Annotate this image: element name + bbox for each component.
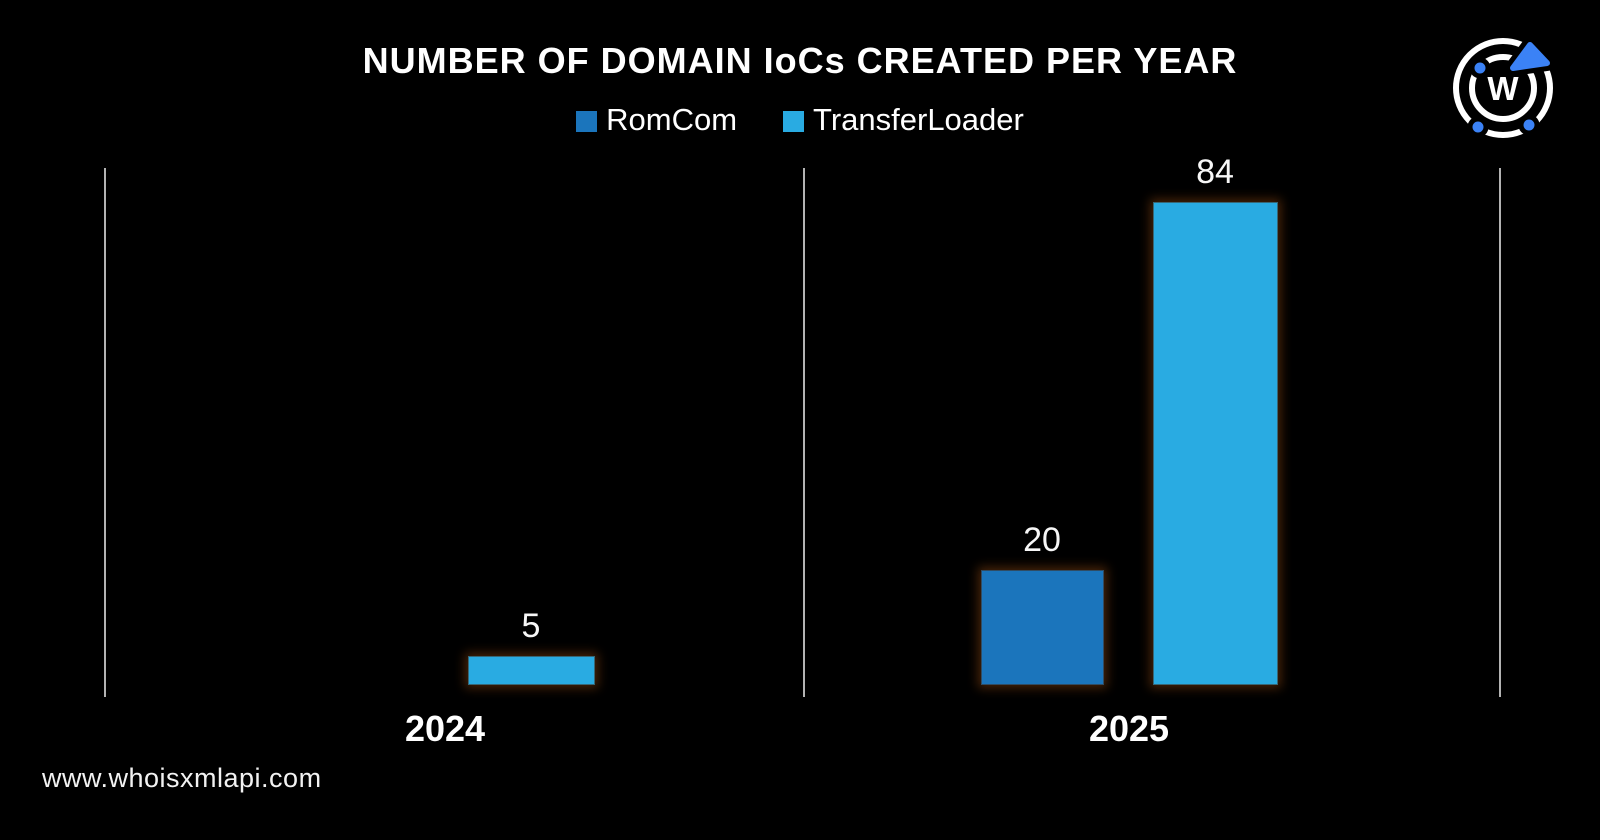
legend: RomCom TransferLoader — [0, 102, 1600, 138]
axis-line-left — [104, 168, 106, 697]
legend-label-romcom: RomCom — [606, 102, 738, 137]
category-label-2025: 2025 — [1088, 708, 1170, 749]
legend-swatch-romcom — [576, 111, 598, 132]
axis-line-right — [1499, 168, 1501, 697]
axis-line-middle — [803, 168, 805, 697]
logo-dot-lower-right — [1518, 114, 1540, 136]
logo-dot-upper-left — [1469, 57, 1491, 79]
category-label-2024: 2024 — [404, 708, 486, 749]
logo-outer-ring — [1453, 38, 1553, 138]
legend-label-transferloader: TransferLoader — [813, 102, 1024, 137]
website-url: www.whoisxmlapi.com — [42, 763, 322, 793]
legend-swatch-transferloader — [783, 111, 805, 132]
bar-transferloader-2025 — [1152, 202, 1278, 685]
legend-item-transferloader: TransferLoader — [783, 102, 1024, 138]
chart-title: NUMBER OF DOMAIN IoCs CREATED PER YEAR — [362, 40, 1238, 81]
whoisxmlapi-logo: W — [1453, 37, 1555, 138]
logo-inner-ring — [1469, 54, 1537, 122]
bar-value-label-transferloader-2024: 5 — [521, 607, 541, 645]
bar-value-label-transferloader-2025: 84 — [1196, 153, 1234, 191]
logo-dot-lower-left — [1467, 116, 1489, 138]
legend-item-romcom: RomCom — [576, 102, 737, 138]
logo-letter: W — [1487, 70, 1519, 107]
bar-romcom-2025 — [980, 570, 1104, 685]
bar-transferloader-2024 — [467, 656, 595, 685]
bar-value-label-romcom-2025: 20 — [1023, 521, 1061, 559]
logo-triangle-icon — [1510, 42, 1550, 71]
